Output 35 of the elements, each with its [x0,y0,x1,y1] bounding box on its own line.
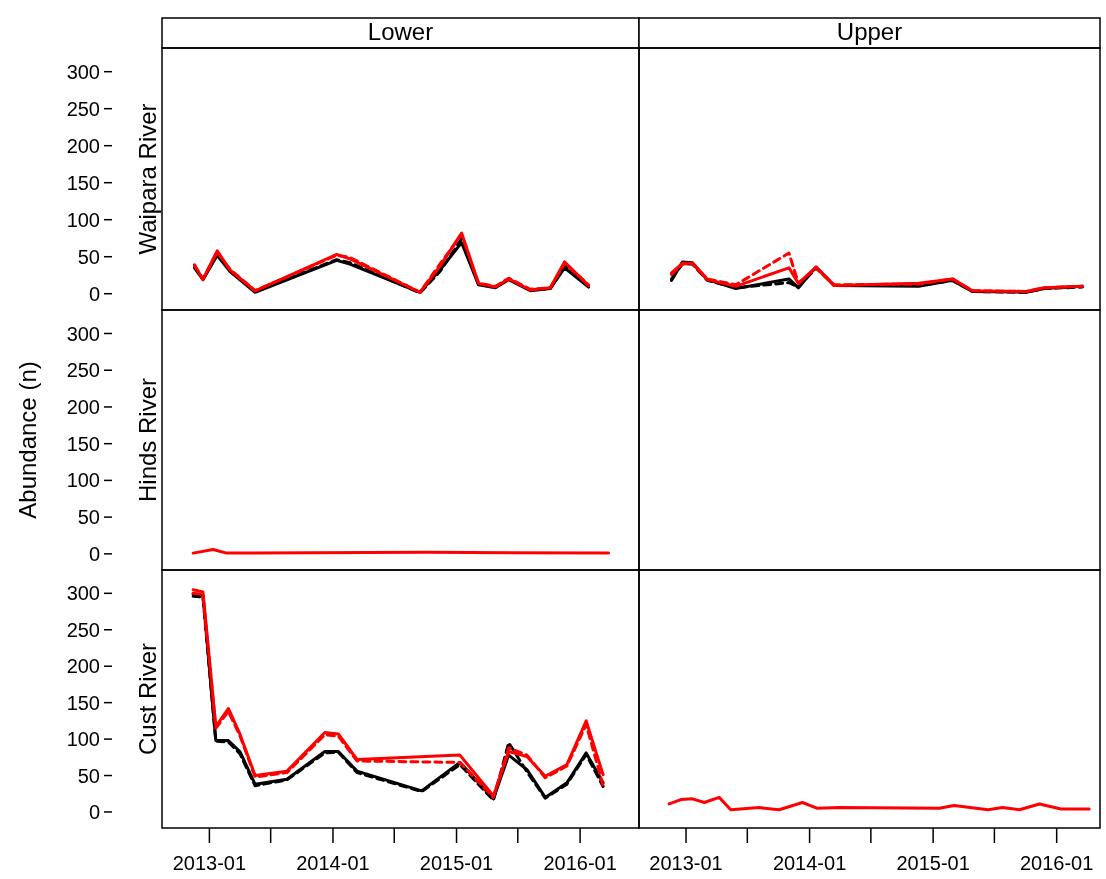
text: Cust River [134,642,161,756]
y-tick-label: 100 [66,208,100,231]
x-tick-label: 2016-01 [543,852,617,874]
x-tick-label: 2013-01 [649,852,723,874]
y-tick-label: 250 [66,97,100,120]
y-tick-label: 50 [77,764,100,787]
text: Hinds River [134,377,161,503]
chart-title: Upper [836,18,903,45]
y-tick-label: 200 [66,134,100,157]
y-tick-label: 300 [66,60,100,83]
chart-title: Lower [367,18,434,45]
x-tick-label: 2016-01 [1019,852,1094,874]
text: Waipara River [134,103,161,255]
y-axis-title: Abundance (n) [14,361,41,519]
y-tick-label: 0 [88,282,100,305]
y-tick-label: 100 [66,469,100,492]
x-tick-label: 2013-01 [172,852,247,874]
y-tick-label: 0 [88,542,100,565]
y-tick-label: 150 [66,171,100,194]
y-tick-label: 150 [66,691,100,714]
y-tick-label: 50 [77,506,100,529]
y-tick-label: 300 [66,322,100,345]
x-tick-label: 2014-01 [772,852,847,874]
y-tick-label: 250 [66,359,100,382]
y-tick-label: 200 [66,655,100,678]
y-tick-label: 250 [66,618,100,641]
y-tick-label: 150 [66,432,100,455]
x-tick-label: 2014-01 [296,852,370,874]
y-tick-label: 50 [77,245,100,268]
y-tick-label: 300 [66,582,100,605]
y-tick-label: 0 [88,800,100,823]
y-tick-label: 200 [66,395,100,418]
y-tick-label: 100 [66,728,100,751]
x-tick-label: 2015-01 [419,852,494,874]
x-tick-label: 2015-01 [896,852,970,874]
